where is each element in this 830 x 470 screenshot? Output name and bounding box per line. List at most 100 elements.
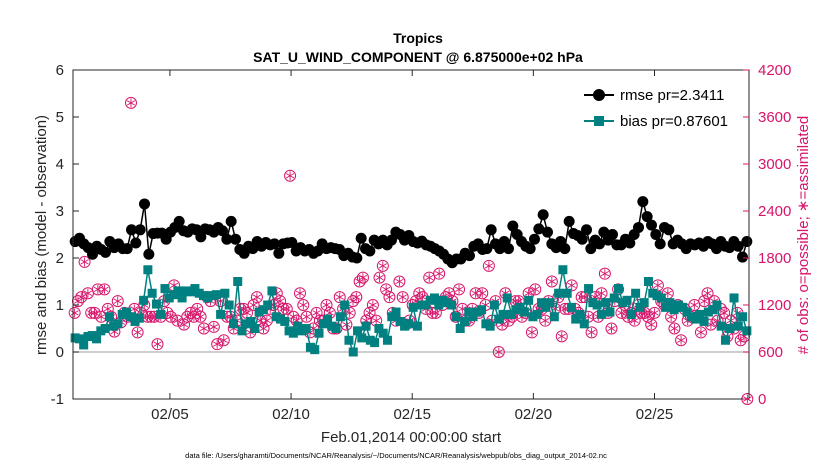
bias-point: [263, 300, 273, 310]
bias-point: [729, 293, 739, 303]
bias-point: [459, 316, 469, 326]
obs-count-point: [68, 306, 81, 319]
bias-point: [682, 307, 692, 317]
bias-point: [669, 305, 679, 315]
bias-point: [228, 319, 238, 329]
x-tick-label: 02/10: [272, 406, 310, 423]
obs-count-point: [555, 330, 568, 343]
bias-point: [92, 334, 102, 344]
obs-count-point: [529, 283, 542, 296]
bias-point: [477, 305, 487, 315]
x-tick-label: 02/15: [393, 406, 431, 423]
bias-point: [536, 298, 546, 308]
obs-count-point: [605, 322, 618, 335]
bias-point: [421, 300, 431, 310]
obs-count-point: [393, 275, 406, 288]
bias-point: [575, 309, 585, 319]
bias-point: [246, 316, 256, 326]
x-tick-label: 02/05: [151, 406, 189, 423]
bias-point: [455, 324, 465, 333]
rmse-point: [225, 215, 237, 227]
obs-count-point: [91, 283, 104, 296]
y-tick-label: -1: [51, 391, 64, 408]
obs-count-point: [98, 283, 111, 296]
obs-count-point: [124, 96, 137, 109]
bias-point: [712, 300, 722, 310]
bias-point: [288, 328, 298, 338]
rmse-point: [134, 224, 146, 236]
obs-count-point: [277, 302, 290, 315]
bias-point: [74, 334, 84, 344]
obs-count-point: [545, 275, 558, 288]
bias-point: [695, 309, 705, 319]
y-right-tick-label: 1800: [758, 250, 791, 267]
obs-count-point: [333, 291, 346, 304]
obs-count-point: [648, 306, 661, 319]
bias-point: [344, 335, 354, 345]
bias-point: [160, 284, 170, 294]
obs-count-point: [300, 310, 313, 323]
bias-point: [310, 345, 320, 355]
bias-point: [558, 265, 568, 275]
obs-count-point: [469, 287, 482, 300]
obs-count-point: [240, 306, 253, 319]
y-tick-label: 5: [56, 109, 64, 126]
obs-count-point: [426, 306, 439, 319]
rmse-point: [100, 246, 111, 258]
bias-point: [374, 324, 384, 333]
bias-point: [468, 312, 478, 322]
bias-point: [151, 299, 161, 309]
obs-count-point: [95, 310, 108, 323]
rmse-point: [741, 236, 753, 248]
bias-point: [532, 309, 542, 319]
obs-count-point: [211, 338, 224, 351]
rmse-point: [650, 229, 662, 240]
bias-point: [498, 309, 508, 319]
obs-count-point: [453, 283, 466, 296]
obs-count-point: [356, 271, 369, 284]
obs-count-point: [373, 271, 386, 284]
chart-subtitle: SAT_U_WIND_COMPONENT @ 6.875000e+02 hPa: [253, 49, 583, 65]
bias-point: [121, 307, 131, 317]
bias-point: [554, 288, 564, 298]
obs-count-point: [131, 326, 144, 339]
obs-count-point: [297, 299, 310, 311]
bias-point: [502, 293, 512, 303]
bias-point: [545, 298, 555, 308]
bias-point: [720, 335, 730, 345]
obs-count-point: [217, 334, 230, 347]
bias-point: [353, 326, 363, 336]
bias-point: [314, 328, 324, 338]
obs-count-point: [668, 322, 681, 335]
bias-point: [378, 328, 388, 338]
bias-point: [126, 312, 136, 322]
bias-point: [104, 312, 114, 322]
obs-count-point: [476, 287, 489, 300]
obs-count-point: [595, 287, 608, 300]
y-tick-label: 3: [56, 203, 64, 220]
obs-count-point: [525, 326, 538, 339]
rmse-point: [594, 238, 605, 250]
rmse-point: [173, 215, 185, 227]
bias-point: [211, 290, 221, 300]
obs-count-point: [164, 310, 177, 323]
rmse-point: [481, 243, 493, 255]
bias-point: [143, 265, 153, 275]
rmse-point: [533, 223, 545, 235]
bias-point: [742, 326, 752, 336]
rmse-point: [273, 247, 285, 259]
rmse-point: [126, 224, 137, 236]
bias-point: [216, 309, 226, 319]
rmse-point: [607, 229, 618, 240]
bias-point: [631, 288, 641, 298]
bias-point: [639, 298, 649, 308]
rmse-point: [633, 221, 644, 233]
rmse-point: [576, 233, 588, 245]
rmse-point: [485, 224, 497, 236]
legend-rmse-label: rmse pr=2.3411: [620, 87, 724, 104]
obs-count-point: [585, 326, 598, 339]
bias-point: [100, 324, 110, 333]
bias-point: [447, 300, 457, 310]
rmse-point: [646, 219, 657, 231]
bias-point: [233, 277, 243, 286]
